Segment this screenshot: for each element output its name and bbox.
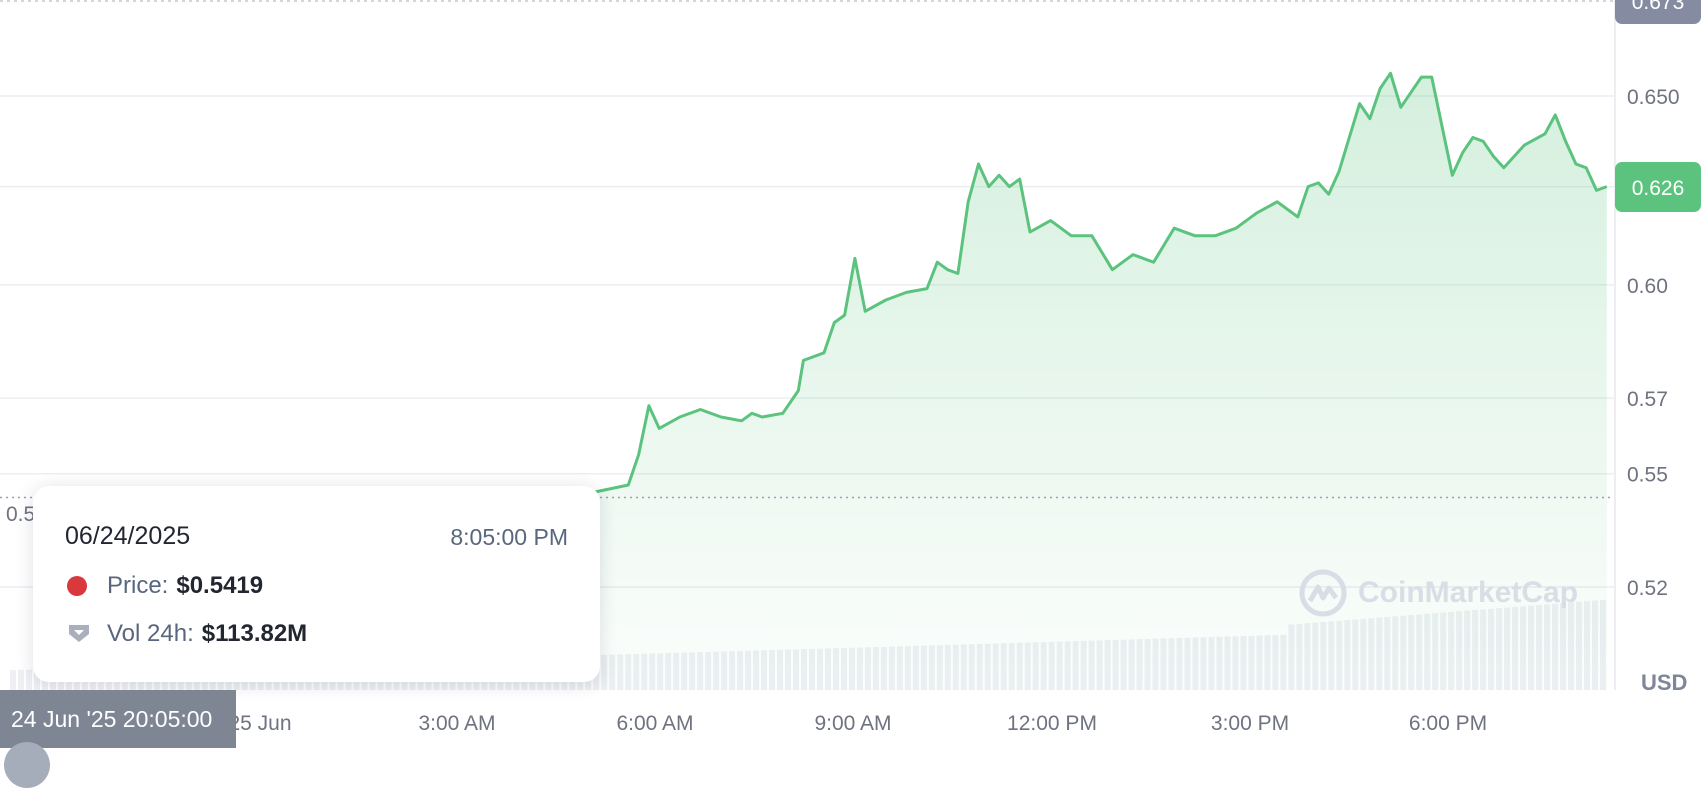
x-tick-label: 9:00 AM: [814, 712, 891, 735]
current-price-tag-bg: [1615, 162, 1701, 212]
currency-label: USD: [1641, 670, 1688, 695]
y-tick-label: 0.57: [1627, 388, 1668, 411]
current-price-tag-text: 0.626: [1632, 177, 1685, 200]
price-line: [128, 71, 1608, 516]
volume-bar: [17, 669, 24, 690]
tooltip-volume-row: Vol 24h: $113.82M: [67, 620, 307, 648]
volume-shield-icon: [69, 625, 89, 642]
x-tick-label: 12:00 PM: [1007, 712, 1097, 735]
y-axis-ticks: 0.52 0.55 0.57 0.60 0.650: [1627, 86, 1680, 600]
history-icon[interactable]: [4, 742, 50, 788]
tooltip-price-label: Price:: [107, 572, 169, 599]
y-tick-label: 0.52: [1627, 577, 1668, 600]
price-dot-icon: [67, 576, 87, 596]
hover-date-label: 24 Jun '25 20:05:00: [0, 690, 236, 748]
tooltip-price-row: Price: $0.5419: [67, 572, 263, 600]
y-tick-label: 0.55: [1627, 464, 1668, 487]
tooltip-volume-value: $113.82M: [201, 620, 308, 647]
watermark-text: CoinMarketCap: [1358, 576, 1579, 609]
x-tick-label: 3:00 PM: [1211, 712, 1289, 735]
coinmarketcap-logo-icon: [1299, 569, 1347, 617]
x-tick-label: 3:00 AM: [418, 712, 495, 735]
volume-bar: [25, 669, 32, 690]
y-tick-label: 0.60: [1627, 275, 1668, 298]
volume-bar: [10, 670, 16, 690]
top-price-tag-text: 0.673: [1632, 0, 1685, 14]
tooltip-date: 06/24/2025: [65, 522, 191, 550]
x-tick-label: 6:00 PM: [1409, 712, 1487, 735]
tooltip-price-value: $0.5419: [176, 572, 264, 599]
x-tick-label: 6:00 AM: [616, 712, 693, 735]
tooltip-volume-label: Vol 24h:: [107, 620, 194, 647]
hover-tooltip: 06/24/2025 8:05:00 PM Price: $0.5419 Vol…: [33, 486, 600, 682]
x-axis-ticks: 25 Jun 3:00 AM 6:00 AM 9:00 AM 12:00 PM 3:00 …: [228, 712, 1487, 735]
top-price-tag-bg: [1615, 0, 1701, 24]
volume-bar: [33, 669, 40, 690]
current-price-tag: 0.626: [1615, 162, 1701, 212]
y-tick-label: 0.650: [1627, 86, 1680, 109]
x-tick-label: 25 Jun: [228, 712, 291, 735]
top-price-tag: 0.673: [1615, 0, 1701, 24]
tooltip-time: 8:05:00 PM: [450, 524, 568, 550]
coinmarketcap-watermark: CoinMarketCap: [1298, 568, 1578, 618]
